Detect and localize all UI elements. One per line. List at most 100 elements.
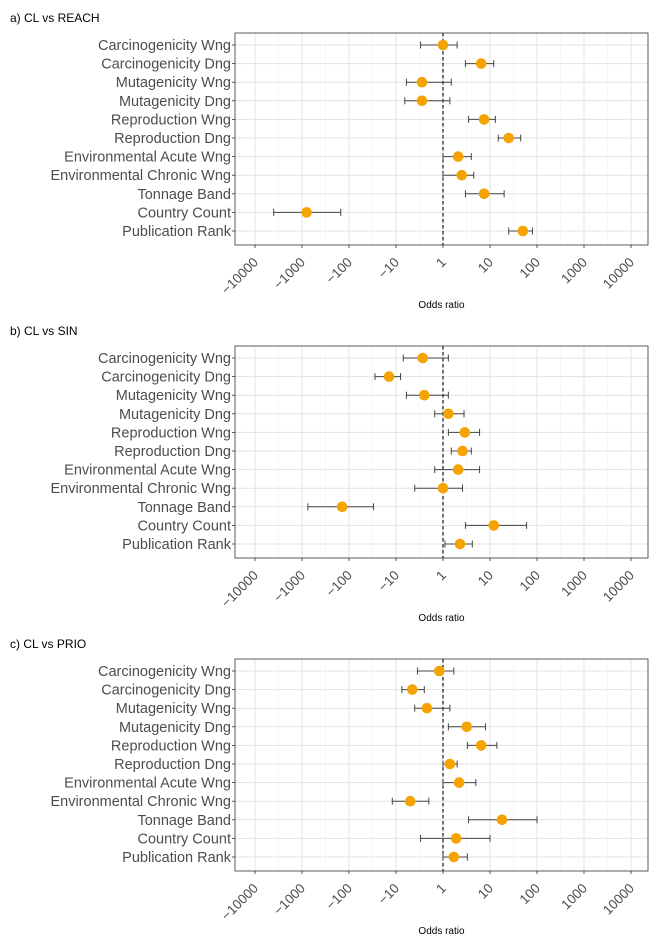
category-label: Mutagenicity Wng [116,388,231,404]
estimate-point [301,207,312,218]
category-label: Carcinogenicity Wng [98,38,231,54]
estimate-point [453,777,465,788]
category-label: Reproduction Dng [114,757,231,773]
category-label: Reproduction Dng [114,444,231,460]
error-bar [414,704,451,712]
estimate-point [404,795,416,807]
estimate-point [416,95,428,107]
x-tick-label: 1000 [558,568,590,600]
panel-border [234,32,649,246]
estimate-point [457,445,468,457]
category-label: Carcinogenicity Wng [98,664,231,680]
estimate-point [452,151,464,162]
category-label: Reproduction Wng [111,112,231,128]
estimate-point [454,538,466,550]
estimate-point [496,814,508,826]
x-tick-label: 100 [517,568,544,595]
x-tick-label: 10 [475,881,496,902]
estimate-point [406,684,418,695]
estimate-point [478,114,490,125]
x-tick-label: 10000 [600,568,637,605]
category-label: Mutagenicity Dng [119,94,231,110]
category-label: Tonnage Band [137,187,231,203]
x-tick-label: −100 [323,881,355,913]
x-axis-label: Odds ratio [418,926,465,937]
x-tick-label: −1000 [271,255,308,292]
x-tick-label: −1000 [271,881,308,918]
x-tick-label: −10 [375,568,402,595]
estimate-point [416,76,428,88]
panel-border [234,345,649,559]
category-label: Publication Rank [122,224,232,240]
estimate-point [444,758,456,770]
x-tick-label: 1 [433,255,449,271]
x-tick-label: −10 [375,881,402,908]
x-tick-label: −10 [375,255,402,282]
x-tick-label: 1000 [558,255,590,287]
estimate-point [503,132,515,144]
category-label: Country Count [138,518,232,534]
category-label: Reproduction Wng [111,738,231,754]
estimate-point [417,352,429,364]
category-label: Mutagenicity Dng [119,407,231,423]
category-label: Carcinogenicity Dng [101,57,231,73]
category-label: Tonnage Band [137,813,231,829]
x-tick-label: −10000 [218,255,261,298]
category-label: Carcinogenicity Dng [101,370,231,386]
x-tick-label: 1000 [558,881,590,913]
category-label: Environmental Acute Wng [64,150,231,166]
category-label: Carcinogenicity Dng [101,683,231,699]
x-tick-label: 10 [475,255,496,276]
x-tick-label: 1 [433,881,449,897]
category-label: Country Count [138,205,232,221]
category-label: Tonnage Band [137,500,231,516]
estimate-point [475,58,487,69]
category-label: Mutagenicity Dng [119,720,231,736]
category-label: Mutagenicity Wng [116,701,231,717]
estimate-point [437,482,449,494]
estimate-point [461,721,473,733]
category-label: Reproduction Dng [114,131,231,147]
x-tick-label: −100 [323,255,355,287]
x-tick-label: 1 [433,568,449,584]
panel-1: a) CL vs REACH Carcinogenicity Wng Carcino… [10,11,649,311]
estimate-point [383,371,395,382]
x-tick-label: −10000 [218,568,261,611]
x-tick-label: 100 [517,881,544,908]
panel-border [234,658,649,872]
category-label: Mutagenicity Wng [116,75,231,91]
estimate-point [433,665,445,677]
category-label: Reproduction Wng [111,425,231,441]
estimate-point [336,501,348,513]
x-tick-label: −1000 [271,568,308,605]
estimate-point [421,702,433,714]
x-tick-label: −100 [323,568,355,600]
category-label: Carcinogenicity Wng [98,351,231,367]
estimate-point [475,740,487,751]
panel-title: c) CL vs PRIO [10,637,86,651]
estimate-point [459,427,471,438]
x-axis-label: Odds ratio [418,300,465,311]
category-label: Country Count [138,831,232,847]
estimate-point [452,464,464,475]
estimate-point [517,225,529,237]
estimate-point [443,408,454,420]
panel-title: b) CL vs SIN [10,324,78,338]
estimate-point [450,833,462,844]
x-axis-label: Odds ratio [418,613,465,624]
panel-3: c) CL vs PRIO Carcinogenicity Wng Carcinog… [10,637,649,937]
category-label: Environmental Chronic Wng [50,168,231,184]
category-label: Environmental Acute Wng [64,463,231,479]
estimate-point [488,520,500,531]
x-tick-label: 10000 [600,881,637,918]
category-label: Environmental Acute Wng [64,776,231,792]
error-bar [405,78,452,86]
error-bar [404,97,451,105]
x-tick-label: 100 [517,255,544,282]
panel-title: a) CL vs REACH [10,11,100,25]
category-label: Publication Rank [122,850,232,866]
estimate-point [437,39,449,51]
x-tick-label: 10 [475,568,496,589]
x-tick-label: −10000 [218,881,261,924]
